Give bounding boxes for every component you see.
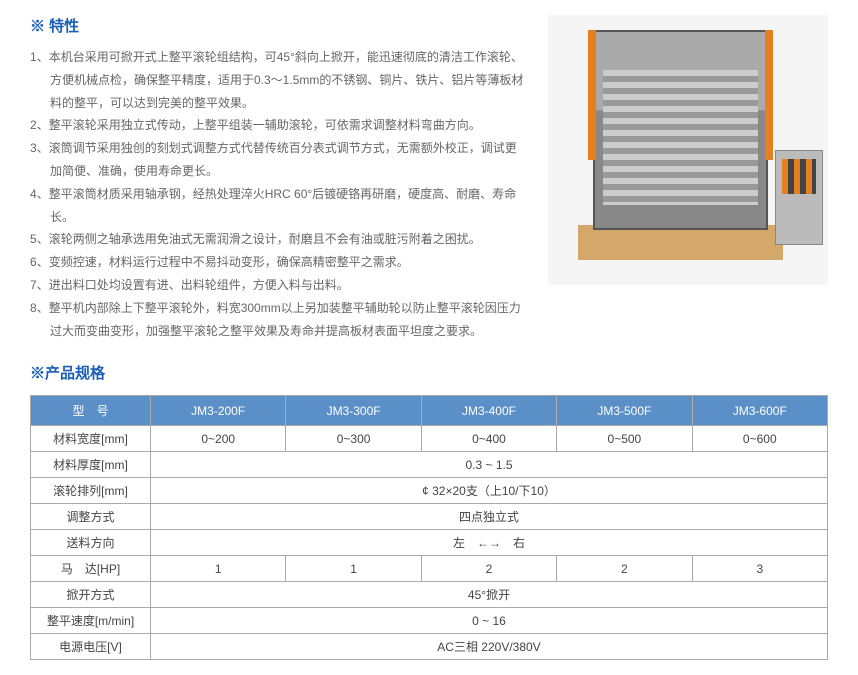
header-model: JM3-300F xyxy=(286,396,421,426)
header-model-label: 型 号 xyxy=(31,396,151,426)
table-cell: 0~200 xyxy=(151,426,286,452)
row-label: 电源电压[V] xyxy=(31,634,151,660)
header-model: JM3-600F xyxy=(692,396,827,426)
row-label: 调整方式 xyxy=(31,504,151,530)
feature-item: 变频控速，材料运行过程中不易抖动变形，确保高精密整平之需求。 xyxy=(30,251,528,274)
row-label: 滚轮排列[mm] xyxy=(31,478,151,504)
table-cell: 0~600 xyxy=(692,426,827,452)
table-cell-span: 四点独立式 xyxy=(151,504,828,530)
feature-list: 本机台采用可掀开式上整平滚轮组结构，可45°斜向上掀开，能迅速彻底的清洁工作滚轮… xyxy=(30,46,528,342)
row-label: 送料方向 xyxy=(31,530,151,556)
table-row: 马 达[HP] 1 1 2 2 3 xyxy=(31,556,828,582)
table-cell: 0~300 xyxy=(286,426,421,452)
table-cell-span: AC三相 220V/380V xyxy=(151,634,828,660)
specs-title: ※产品规格 xyxy=(30,362,828,383)
feature-item: 整平机内部除上下整平滚轮外，料宽300mm以上另加装整平辅助轮以防止整平滚轮因压… xyxy=(30,297,528,343)
header-model: JM3-200F xyxy=(151,396,286,426)
table-row: 材料宽度[mm] 0~200 0~300 0~400 0~500 0~600 xyxy=(31,426,828,452)
specs-table: 型 号 JM3-200F JM3-300F JM3-400F JM3-500F … xyxy=(30,395,828,660)
feature-item: 整平滚轮采用独立式传动，上整平组装一辅助滚轮，可依需求调整材料弯曲方向。 xyxy=(30,114,528,137)
row-label: 材料厚度[mm] xyxy=(31,452,151,478)
row-label: 材料宽度[mm] xyxy=(31,426,151,452)
row-label: 掀开方式 xyxy=(31,582,151,608)
table-cell: 1 xyxy=(286,556,421,582)
table-cell: 2 xyxy=(421,556,556,582)
feature-item: 整平滚筒材质采用轴承钢，经热处理淬火HRC 60°后镀硬铬再研磨，硬度高、耐磨、… xyxy=(30,183,528,229)
feature-item: 滚轮两侧之轴承选用免油式无需润滑之设计，耐磨且不会有油或脏污附着之困扰。 xyxy=(30,228,528,251)
feature-item: 本机台采用可掀开式上整平滚轮组结构，可45°斜向上掀开，能迅速彻底的清洁工作滚轮… xyxy=(30,46,528,114)
product-image xyxy=(548,15,828,285)
table-row: 整平速度[m/min] 0 ~ 16 xyxy=(31,608,828,634)
table-row: 掀开方式 45°掀开 xyxy=(31,582,828,608)
table-cell: 0~400 xyxy=(421,426,556,452)
table-cell: 2 xyxy=(557,556,692,582)
table-cell-span: 0 ~ 16 xyxy=(151,608,828,634)
header-model: JM3-400F xyxy=(421,396,556,426)
features-title: ※ 特性 xyxy=(30,15,528,36)
features-section: ※ 特性 本机台采用可掀开式上整平滚轮组结构，可45°斜向上掀开，能迅速彻底的清… xyxy=(30,15,528,342)
table-row: 电源电压[V] AC三相 220V/380V xyxy=(31,634,828,660)
table-header-row: 型 号 JM3-200F JM3-300F JM3-400F JM3-500F … xyxy=(31,396,828,426)
feature-item: 进出料口处均设置有进、出料轮组件，方便入料与出料。 xyxy=(30,274,528,297)
feature-item: 滚筒调节采用独创的刻划式调整方式代替传统百分表式调节方式，无需额外校正，调试更加… xyxy=(30,137,528,183)
table-cell-span: ¢ 32×20支（上10/下10） xyxy=(151,478,828,504)
row-label: 马 达[HP] xyxy=(31,556,151,582)
table-cell: 0~500 xyxy=(557,426,692,452)
table-row: 送料方向 左 ←→ 右 xyxy=(31,530,828,556)
table-cell-span: 0.3 ~ 1.5 xyxy=(151,452,828,478)
table-cell: 1 xyxy=(151,556,286,582)
table-cell-span: 45°掀开 xyxy=(151,582,828,608)
table-row: 调整方式 四点独立式 xyxy=(31,504,828,530)
header-model: JM3-500F xyxy=(557,396,692,426)
row-label: 整平速度[m/min] xyxy=(31,608,151,634)
table-cell-span: 左 ←→ 右 xyxy=(151,530,828,556)
table-cell: 3 xyxy=(692,556,827,582)
table-row: 材料厚度[mm] 0.3 ~ 1.5 xyxy=(31,452,828,478)
table-row: 滚轮排列[mm] ¢ 32×20支（上10/下10） xyxy=(31,478,828,504)
